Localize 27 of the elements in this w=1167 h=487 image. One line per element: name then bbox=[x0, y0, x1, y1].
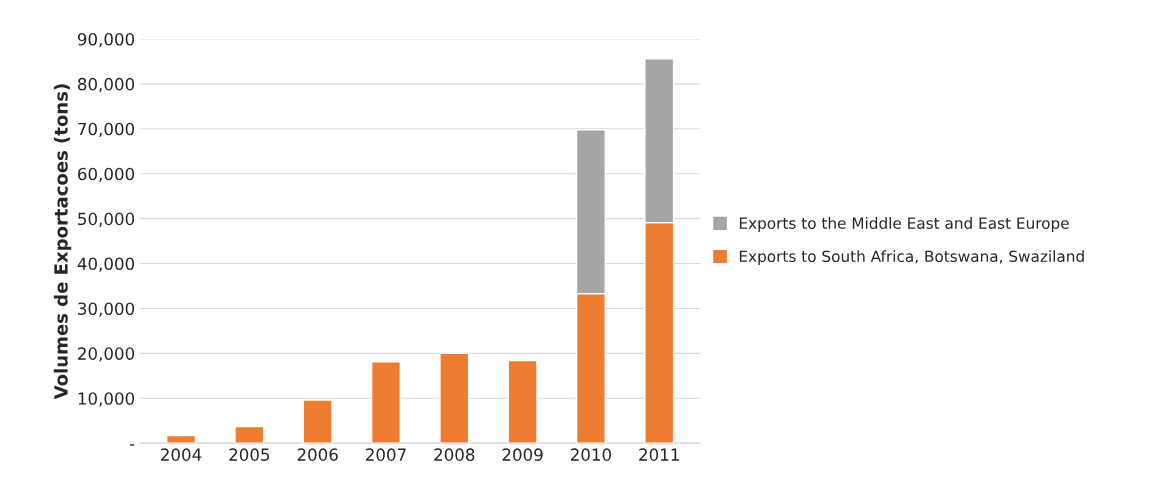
legend-label: Exports to South Africa, Botswana, Swaziland bbox=[739, 250, 1084, 266]
y-tick-label: 80,000 bbox=[77, 77, 135, 93]
bar bbox=[439, 352, 470, 444]
x-tick-label: 2006 bbox=[297, 448, 338, 461]
y-tick-label: 40,000 bbox=[77, 257, 135, 272]
x-tick-label: 2007 bbox=[365, 448, 406, 461]
x-tick-label: 2009 bbox=[502, 448, 543, 461]
bar bbox=[370, 361, 402, 444]
y-tick-label: 50,000 bbox=[78, 212, 135, 227]
legend-label: Exports to the Middle East and East Europe bbox=[739, 217, 1069, 232]
bar bbox=[234, 425, 265, 444]
x-tick-label: 2010 bbox=[570, 448, 611, 461]
x-tick-label: 2004 bbox=[161, 448, 202, 461]
y-tick-label: 10,000 bbox=[78, 392, 135, 407]
bar bbox=[165, 434, 197, 444]
y-tick-label: 20,000 bbox=[78, 347, 135, 362]
y-tick-label: 70,000 bbox=[78, 122, 135, 138]
y-tick-label: 30,000 bbox=[78, 302, 135, 317]
x-tick-label: 2005 bbox=[229, 448, 270, 461]
x-tick-label: 2008 bbox=[434, 448, 475, 461]
y-axis-title: Volumes de Exportacoes (tons) bbox=[53, 84, 72, 400]
y-tick-label: - bbox=[129, 444, 135, 446]
x-tick-label: 2011 bbox=[639, 448, 679, 461]
y-tick-label: 90,000 bbox=[77, 32, 135, 48]
bar bbox=[507, 359, 538, 444]
bar bbox=[302, 399, 333, 444]
y-tick-label: 60,000 bbox=[78, 167, 135, 182]
